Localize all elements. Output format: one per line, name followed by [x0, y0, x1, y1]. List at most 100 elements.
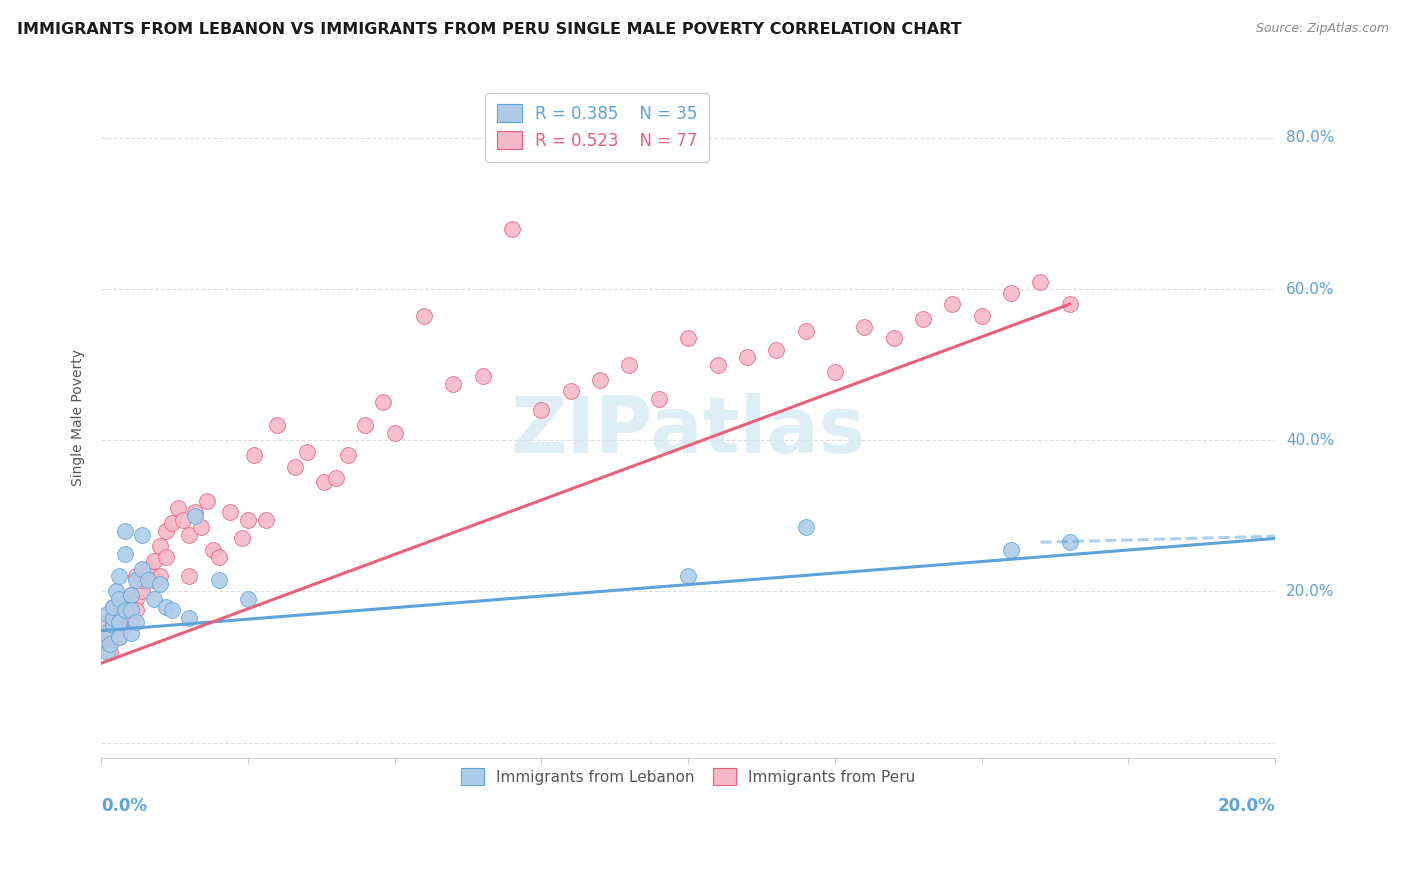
Point [824, 365, 846, 379]
Point [131, 562, 153, 576]
Point [160, 516, 183, 531]
Point [120, 588, 142, 602]
Point [120, 603, 142, 617]
Point [619, 358, 641, 372]
Point [243, 448, 266, 462]
Point [104, 611, 127, 625]
Point [143, 591, 166, 606]
Point [114, 547, 136, 561]
Point [560, 384, 582, 398]
Point [149, 539, 172, 553]
Point [314, 475, 336, 489]
Point [1029, 275, 1052, 289]
Text: IMMIGRANTS FROM LEBANON VS IMMIGRANTS FROM PERU SINGLE MALE POVERTY CORRELATION : IMMIGRANTS FROM LEBANON VS IMMIGRANTS FR… [17, 22, 962, 37]
Point [970, 309, 993, 323]
Y-axis label: Single Male Poverty: Single Male Poverty [72, 349, 86, 486]
Point [114, 603, 136, 617]
Point [184, 508, 207, 523]
Point [471, 369, 494, 384]
Point [96, 615, 118, 629]
Point [155, 524, 177, 538]
Point [207, 573, 229, 587]
Point [195, 493, 218, 508]
Point [114, 524, 136, 538]
Point [765, 343, 787, 357]
Point [231, 532, 253, 546]
Point [108, 630, 131, 644]
Text: 80.0%: 80.0% [1286, 130, 1334, 145]
Point [530, 403, 553, 417]
Point [114, 596, 136, 610]
Point [149, 577, 172, 591]
Point [336, 448, 359, 462]
Point [108, 603, 131, 617]
Point [371, 395, 394, 409]
Point [108, 569, 131, 583]
Point [155, 550, 177, 565]
Point [706, 358, 728, 372]
Text: Source: ZipAtlas.com: Source: ZipAtlas.com [1256, 22, 1389, 36]
Point [589, 373, 612, 387]
Point [236, 513, 259, 527]
Point [120, 626, 142, 640]
Point [114, 618, 136, 632]
Point [676, 331, 699, 345]
Point [136, 573, 159, 587]
Point [160, 603, 183, 617]
Point [941, 297, 963, 311]
Point [236, 591, 259, 606]
Point [184, 505, 207, 519]
Point [325, 471, 347, 485]
Point [125, 615, 148, 629]
Point [143, 554, 166, 568]
Point [125, 569, 148, 583]
Point [108, 630, 131, 644]
Point [1000, 285, 1022, 300]
Point [120, 611, 142, 625]
Point [101, 626, 124, 640]
Point [98, 645, 121, 659]
Point [676, 569, 699, 583]
Point [883, 331, 905, 345]
Point [104, 584, 127, 599]
Point [101, 618, 124, 632]
Point [207, 550, 229, 565]
Point [131, 584, 153, 599]
Point [108, 615, 131, 629]
Point [93, 626, 115, 640]
Point [413, 309, 436, 323]
Text: 0.0%: 0.0% [101, 797, 148, 814]
Point [190, 520, 212, 534]
Point [254, 513, 277, 527]
Point [179, 569, 201, 583]
Point [96, 607, 118, 621]
Point [136, 562, 159, 576]
Point [143, 573, 166, 587]
Point [93, 630, 115, 644]
Point [136, 566, 159, 580]
Point [98, 637, 121, 651]
Text: 40.0%: 40.0% [1286, 433, 1334, 448]
Point [172, 513, 194, 527]
Point [120, 599, 142, 614]
Text: 20.0%: 20.0% [1286, 584, 1334, 599]
Point [1059, 535, 1081, 549]
Point [96, 645, 118, 659]
Point [266, 418, 288, 433]
Point [794, 520, 817, 534]
Point [101, 611, 124, 625]
Point [114, 611, 136, 625]
Point [96, 637, 118, 651]
Point [794, 324, 817, 338]
Point [179, 527, 201, 541]
Point [166, 501, 188, 516]
Point [131, 573, 153, 587]
Point [648, 392, 671, 406]
Point [1000, 542, 1022, 557]
Point [201, 542, 224, 557]
Point [125, 573, 148, 587]
Point [120, 588, 142, 602]
Point [179, 611, 201, 625]
Point [125, 603, 148, 617]
Text: 60.0%: 60.0% [1286, 282, 1334, 296]
